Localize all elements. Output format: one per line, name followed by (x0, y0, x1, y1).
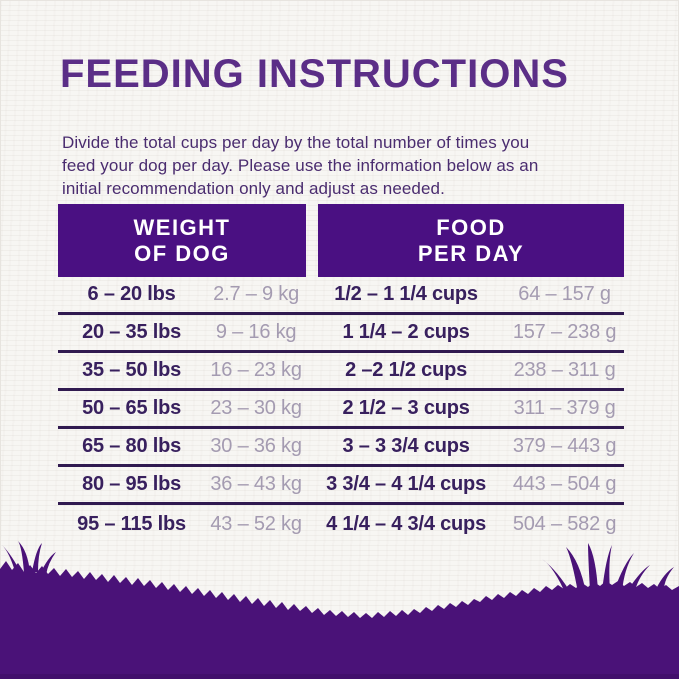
food-cups: 1/2 – 1 1/4 cups (334, 283, 478, 305)
weight-lbs: 6 – 20 lbs (87, 283, 176, 305)
food-cups: 3 3/4 – 4 1/4 cups (326, 473, 486, 495)
weight-lbs: 95 – 115 lbs (77, 512, 186, 535)
food-grams: 157 – 238 g (512, 321, 617, 343)
weight-kg: 36 – 43 kg (210, 473, 302, 495)
grass-blades-left (2, 541, 56, 575)
feeding-table: 6 – 20 lbs 2.7 – 9 kg 1/2 – 1 1/4 cups 6… (58, 277, 624, 543)
food-grams: 443 – 504 g (512, 473, 617, 495)
food-cups: 1 1/4 – 2 cups (342, 321, 470, 343)
food-cups: 3 – 3 3/4 cups (342, 435, 470, 457)
food-grams: 64 – 157 g (518, 283, 611, 305)
weight-kg: 2.7 – 9 kg (213, 283, 300, 305)
weight-of-dog-header: WEIGHT OF DOG (58, 204, 306, 277)
table-row: 80 – 95 lbs 36 – 43 kg 3 3/4 – 4 1/4 cup… (58, 467, 624, 505)
food-per-day-header: FOOD PER DAY (318, 204, 624, 277)
table-row: 65 – 80 lbs 30 – 36 kg 3 – 3 3/4 cups 37… (58, 429, 624, 467)
weight-lbs: 65 – 80 lbs (82, 435, 182, 457)
weight-lbs: 50 – 65 lbs (82, 397, 182, 419)
weight-kg: 23 – 30 kg (210, 397, 302, 419)
weight-kg: 9 – 16 kg (215, 321, 297, 343)
weight-header-line-1: WEIGHT (133, 214, 231, 240)
weight-lbs: 20 – 35 lbs (82, 321, 182, 343)
grass-blades-right (542, 543, 674, 595)
weight-lbs: 35 – 50 lbs (82, 359, 182, 381)
food-header-line-1: FOOD (436, 214, 506, 240)
food-cups: 2 –2 1/2 cups (345, 359, 468, 381)
table-row: 95 – 115 lbs 43 – 52 kg 4 1/4 – 4 3/4 cu… (58, 505, 624, 543)
food-grams: 238 – 311 g (513, 359, 616, 381)
table-row: 20 – 35 lbs 9 – 16 kg 1 1/4 – 2 cups 157… (58, 315, 624, 353)
intro-paragraph: Divide the total cups per day by the tot… (62, 131, 538, 200)
grass-silhouette (0, 541, 679, 679)
table-row: 35 – 50 lbs 16 – 23 kg 2 –2 1/2 cups 238… (58, 353, 624, 391)
food-grams: 311 – 379 g (513, 397, 616, 419)
weight-kg: 30 – 36 kg (210, 435, 302, 457)
table-row: 50 – 65 lbs 23 – 30 kg 2 1/2 – 3 cups 31… (58, 391, 624, 429)
food-grams: 379 – 443 g (512, 435, 617, 457)
table-column-headers: WEIGHT OF DOG FOOD PER DAY (58, 204, 624, 277)
page-title: FEEDING INSTRUCTIONS (60, 52, 569, 96)
weight-lbs: 80 – 95 lbs (82, 473, 182, 495)
food-cups: 4 1/4 – 4 3/4 cups (326, 512, 486, 535)
weight-kg: 16 – 23 kg (210, 359, 302, 381)
food-grams: 504 – 582 g (512, 512, 617, 535)
intro-line-1: Divide the total cups per day by the tot… (62, 133, 530, 152)
intro-line-2: feed your dog per day. Please use the in… (62, 156, 539, 175)
table-row: 6 – 20 lbs 2.7 – 9 kg 1/2 – 1 1/4 cups 6… (58, 277, 624, 315)
intro-line-3: initial recommendation only and adjust a… (62, 179, 445, 198)
weight-header-line-2: OF DOG (134, 240, 230, 266)
food-cups: 2 1/2 – 3 cups (342, 397, 470, 419)
weight-kg: 43 – 52 kg (210, 512, 302, 535)
food-header-line-2: PER DAY (417, 240, 525, 266)
